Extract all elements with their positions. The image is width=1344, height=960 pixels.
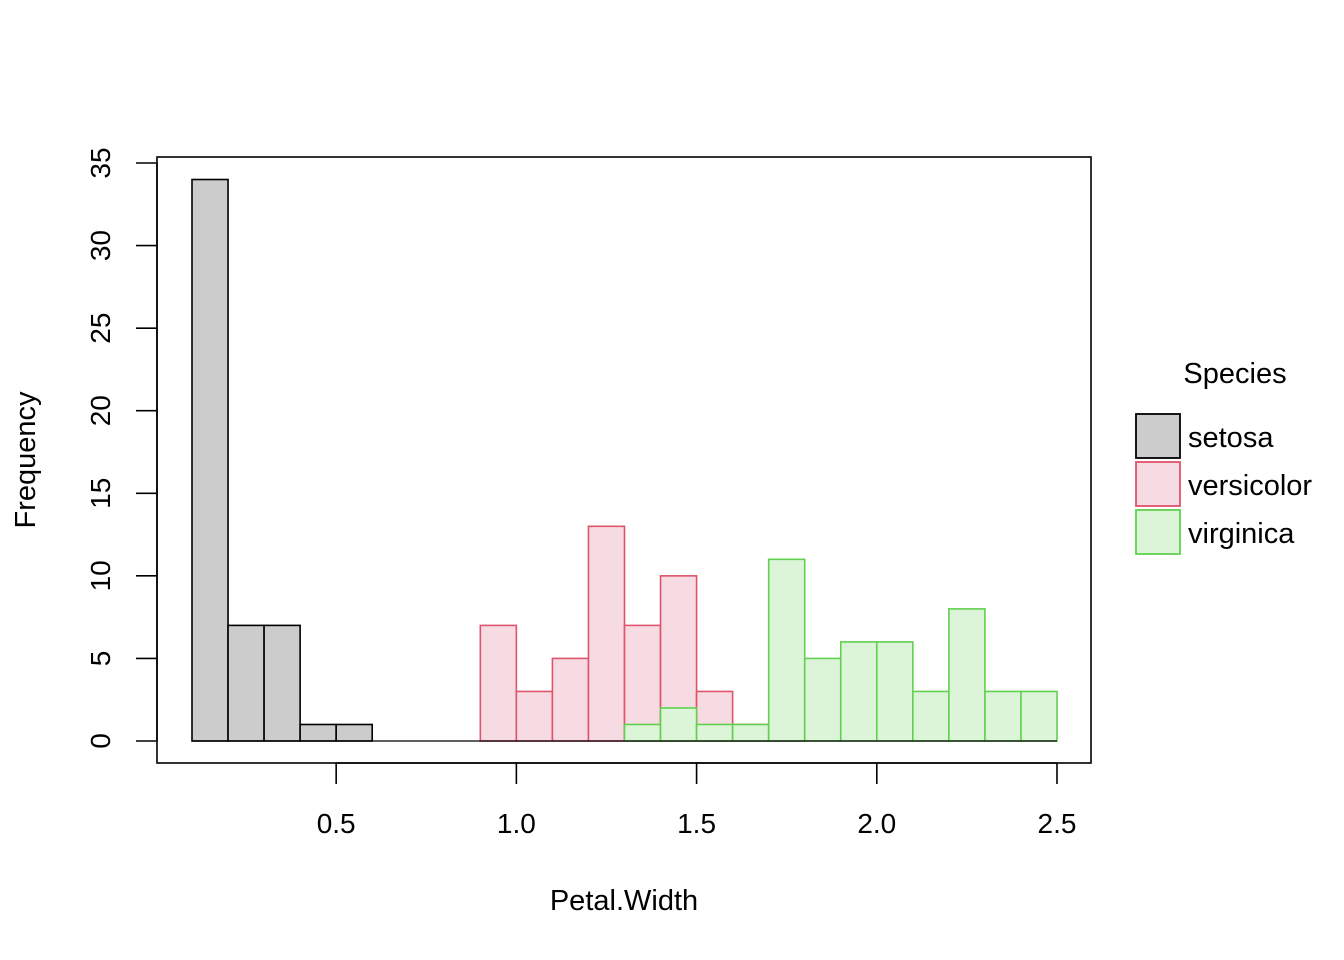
series-versicolor: [479, 525, 806, 742]
y-tick-label: 15: [85, 478, 116, 509]
bar-versicolor-0.9: [479, 624, 518, 742]
y-tick-label: 35: [85, 147, 116, 178]
x-tick-label: 2.5: [1038, 808, 1077, 839]
bar-setosa-0.4: [299, 723, 337, 742]
legend-items: setosa versicolor virginica: [1135, 413, 1312, 555]
series-setosa: [191, 178, 374, 742]
legend-label-versicolor: versicolor: [1188, 470, 1312, 502]
legend-swatch-setosa: [1135, 413, 1181, 459]
y-axis: 0 5 10 15 20 25 30 35: [85, 147, 158, 749]
x-axis-title: Petal.Width: [550, 885, 698, 917]
bar-virginica-1.3: [623, 723, 662, 742]
bar-virginica-1.6: [731, 723, 770, 742]
legend-label-setosa: setosa: [1188, 422, 1274, 454]
x-tick-label: 1.5: [677, 808, 716, 839]
histogram-bars: [191, 178, 1058, 742]
bar-setosa-0.1: [191, 178, 229, 742]
bar-virginica-2.3: [984, 690, 1022, 742]
y-tick-label: 30: [85, 230, 116, 261]
bar-virginica-1.8: [803, 657, 842, 742]
bar-virginica-1.5: [695, 723, 734, 742]
bar-virginica-2.4: [1020, 690, 1058, 742]
legend-label-virginica: virginica: [1188, 518, 1295, 550]
bar-virginica-1.7: [767, 558, 806, 742]
bar-setosa-0.5: [335, 723, 374, 742]
legend: Species setosa versicolor virginica: [1135, 358, 1312, 555]
bar-versicolor-1.2: [587, 525, 626, 742]
series-virginica: [623, 558, 1058, 742]
bar-versicolor-1.0: [515, 690, 554, 742]
bar-virginica-1.4: [659, 707, 698, 742]
y-tick-label: 0: [85, 733, 116, 749]
legend-title: Species: [1183, 358, 1286, 390]
bar-virginica-2.2: [948, 608, 986, 742]
bar-virginica-1.9: [839, 641, 878, 742]
bar-versicolor-1.1: [551, 657, 590, 742]
bar-setosa-0.2: [227, 624, 265, 742]
bar-versicolor-1.3: [623, 624, 662, 742]
x-tick-label: 1.0: [497, 808, 536, 839]
bar-virginica-2.0: [875, 641, 914, 742]
y-tick-label: 20: [85, 395, 116, 426]
y-tick-label: 10: [85, 560, 116, 591]
x-tick-label: 2.0: [857, 808, 896, 839]
y-axis-title: Frequency: [10, 391, 42, 529]
y-tick-label: 5: [85, 651, 116, 667]
y-tick-label: 25: [85, 313, 116, 344]
x-tick-label: 0.5: [317, 808, 356, 839]
legend-swatch-virginica: [1135, 509, 1181, 555]
bar-setosa-0.3: [263, 624, 301, 742]
bar-virginica-2.1: [912, 690, 950, 742]
legend-swatch-versicolor: [1135, 461, 1181, 507]
x-axis: 0.5 1.0 1.5 2.0 2.5: [317, 762, 1077, 839]
